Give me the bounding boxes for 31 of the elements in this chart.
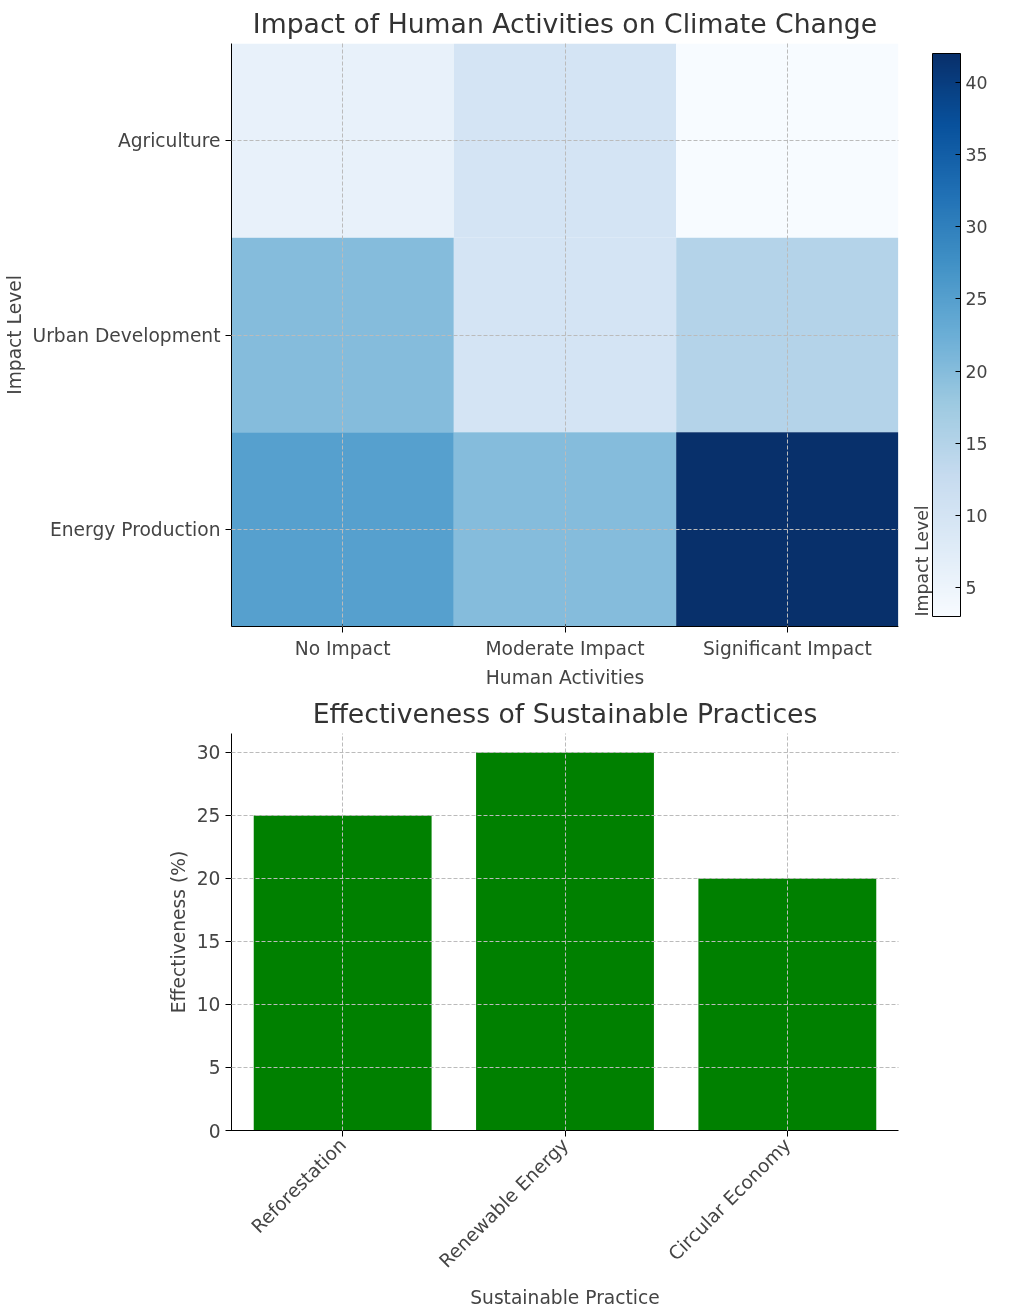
- color-bar-label: 10: [965, 505, 988, 526]
- y-tick-label: 25: [196, 805, 221, 827]
- y-axis-title: Effectiveness (%): [167, 850, 189, 1014]
- y-tick-label: 10: [196, 994, 221, 1016]
- x-tick-label: Moderate Impact: [485, 637, 645, 659]
- chart-title: Effectiveness of Sustainable Practices: [312, 697, 818, 729]
- x-tick-label: No Impact: [294, 637, 391, 659]
- color-bar-label: 35: [965, 145, 988, 166]
- bar: [476, 752, 654, 1131]
- y-tick-label: Agriculture: [117, 130, 221, 152]
- y-axis-title: Impact Level: [3, 275, 25, 395]
- bar: [698, 878, 877, 1131]
- color-bar-label: 20: [965, 361, 988, 382]
- y-tick-label: 15: [196, 931, 221, 953]
- y-tick-label: Urban Development: [32, 324, 221, 346]
- color-bar-label: 40: [965, 72, 988, 93]
- x-axis-title: Human Activities: [485, 666, 645, 688]
- color-bar-label: 15: [965, 433, 988, 454]
- x-tick-label: Significant Impact: [702, 637, 872, 659]
- color-bar-label: 30: [965, 217, 988, 238]
- y-tick-label: 30: [196, 742, 221, 764]
- chart-title: Impact of Human Activities on Climate Change: [252, 7, 878, 39]
- y-tick-label: 5: [208, 1057, 221, 1079]
- color-bar-title: Impact Level: [911, 505, 932, 617]
- y-tick-label: 0: [208, 1120, 221, 1142]
- color-bar-label: 25: [965, 289, 988, 310]
- y-tick-label: 20: [196, 868, 221, 890]
- bar: [253, 815, 432, 1131]
- y-tick-label: Energy Production: [50, 518, 221, 540]
- x-axis-title: Sustainable Practice: [470, 1286, 660, 1308]
- color-bar-label: 5: [965, 578, 977, 599]
